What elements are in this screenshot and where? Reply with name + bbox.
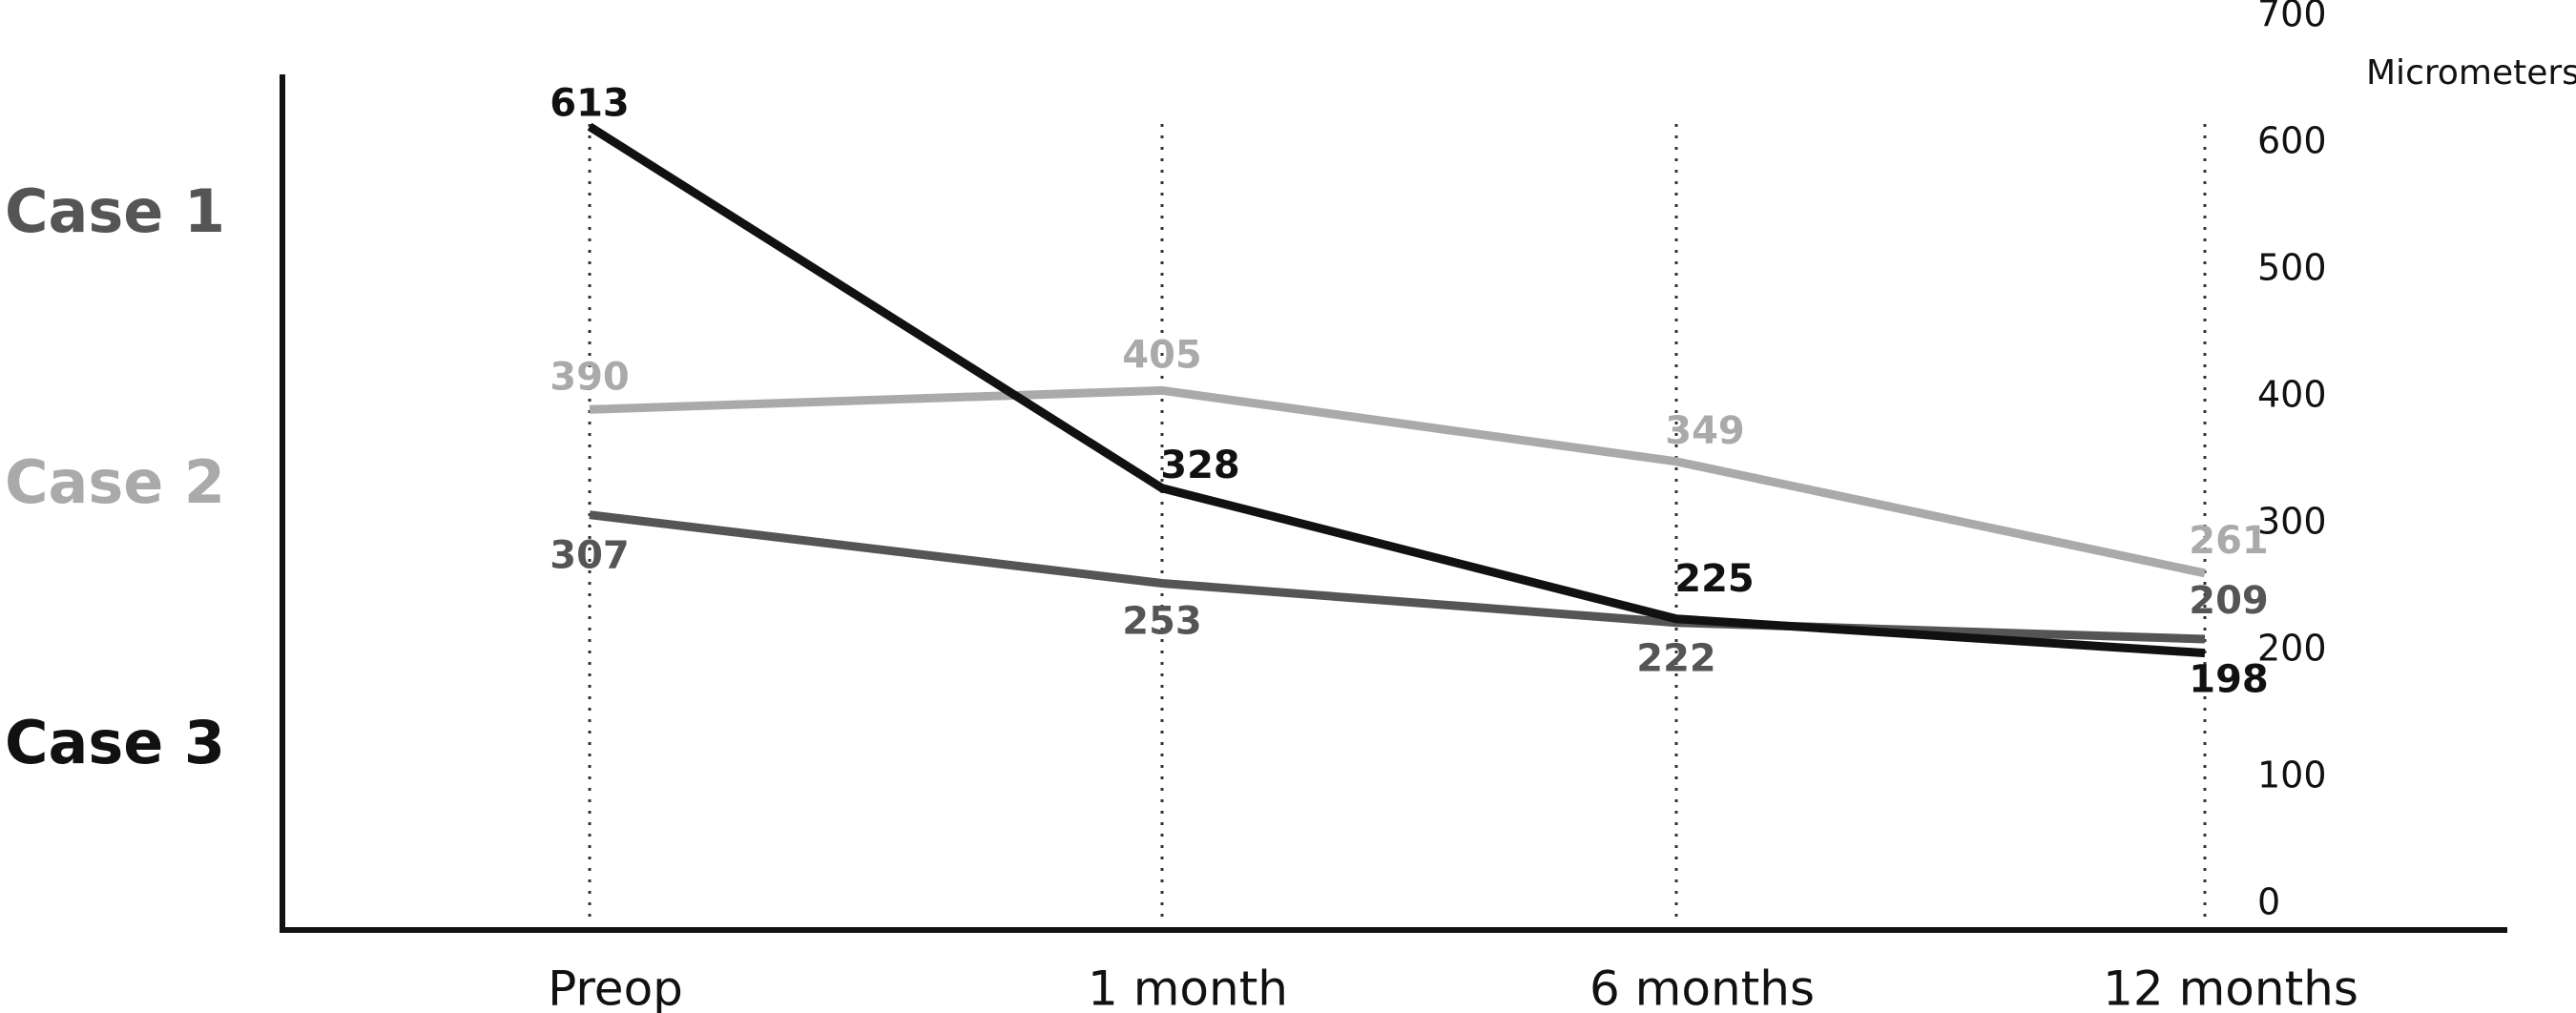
y-tick-label: 500 <box>2257 247 2327 289</box>
data-label: 209 <box>2189 579 2269 623</box>
data-label: 349 <box>1665 409 1745 453</box>
series-line <box>587 122 2206 658</box>
x-tick-label: 6 months <box>1589 961 1815 1013</box>
y-tick-label: 700 <box>2257 0 2327 35</box>
data-label: 390 <box>550 355 630 399</box>
x-tick-label: 12 months <box>2103 961 2358 1013</box>
x-tick-label: 1 month <box>1088 961 1288 1013</box>
data-label: 613 <box>550 82 630 126</box>
series-line <box>589 510 2206 644</box>
data-label: 253 <box>1122 600 1202 644</box>
legend-label: Case 3 <box>5 708 225 777</box>
data-label: 261 <box>2189 519 2269 563</box>
legend-label: Case 1 <box>5 176 225 246</box>
x-tick-label: Preop <box>548 961 683 1013</box>
data-label: 222 <box>1636 637 1716 681</box>
y-tick-label: 400 <box>2257 374 2327 416</box>
data-label: 405 <box>1122 333 1202 377</box>
data-label: 198 <box>2189 658 2269 702</box>
y-tick-label: 300 <box>2257 501 2327 543</box>
data-label: 225 <box>1674 557 1755 601</box>
y-tick-label: 0 <box>2257 881 2280 923</box>
series-line <box>589 385 2206 578</box>
y-tick-label: 600 <box>2257 120 2327 162</box>
y-axis-title: Micrometers <box>2366 53 2576 93</box>
legend-label: Case 2 <box>5 447 225 517</box>
data-label: 328 <box>1160 444 1240 487</box>
data-label: 307 <box>550 534 630 578</box>
y-tick-label: 100 <box>2257 755 2327 796</box>
y-tick-label: 200 <box>2257 628 2327 670</box>
